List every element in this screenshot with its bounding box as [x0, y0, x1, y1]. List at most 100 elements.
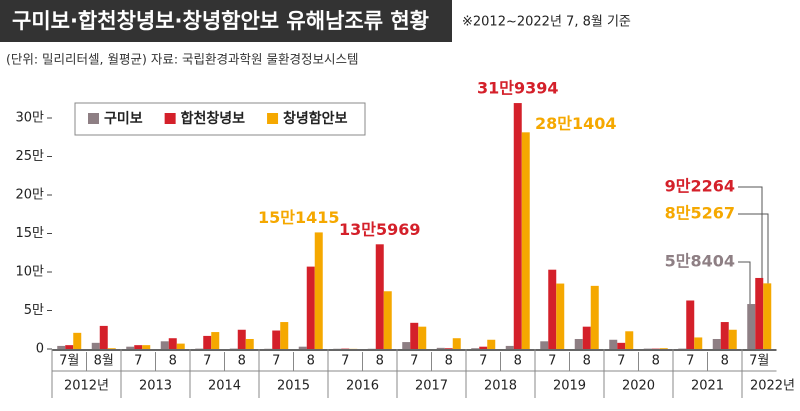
- x-tick-label: 7월: [749, 354, 769, 369]
- bar: [126, 346, 135, 349]
- x-tick-label: 7: [203, 354, 211, 369]
- y-tick-label: 0: [36, 342, 44, 357]
- bar: [314, 232, 323, 349]
- bar: [107, 348, 116, 349]
- value-label: 13만5969: [339, 220, 421, 239]
- x-tick-label: 7: [479, 354, 487, 369]
- bar: [444, 348, 453, 349]
- year-label: 2017: [415, 379, 448, 394]
- year-label: 2019: [553, 379, 586, 394]
- x-tick-label: 8: [238, 354, 246, 369]
- x-tick-label: 8: [376, 354, 384, 369]
- bar: [272, 330, 281, 349]
- legend-swatch: [88, 113, 99, 124]
- bar: [728, 329, 737, 349]
- legend-label: 창녕함안보: [283, 110, 348, 127]
- bar: [747, 304, 756, 349]
- bar: [521, 132, 530, 349]
- x-tick-label: 8: [307, 354, 315, 369]
- legend-label: 합천창녕보: [181, 110, 246, 127]
- legend-swatch: [267, 113, 279, 124]
- bar: [91, 342, 100, 349]
- y-tick-label: 10만: [15, 265, 44, 280]
- bar: [280, 322, 289, 349]
- leader-line: [738, 213, 769, 284]
- y-tick-label: 20만: [15, 188, 44, 203]
- bar: [306, 266, 315, 349]
- value-label: 8만5267: [665, 204, 735, 223]
- x-tick-label: 8: [583, 354, 591, 369]
- bar: [142, 345, 151, 349]
- bar: [548, 269, 557, 349]
- value-label: 15만1415: [258, 208, 340, 227]
- bar: [436, 347, 445, 349]
- bar: [505, 345, 514, 349]
- year-label: 2021: [691, 379, 724, 394]
- source-note: (단위: 밀리리터셀, 월평균) 자료: 국립환경과학원 물환경정보시스템: [6, 52, 359, 67]
- bar: [574, 338, 583, 349]
- legend-swatch: [164, 113, 176, 124]
- year-label: 2013: [139, 379, 172, 394]
- legend-label: 구미보: [104, 111, 143, 127]
- bar: [540, 341, 549, 349]
- value-label: 28만1404: [535, 114, 617, 133]
- bar: [659, 348, 668, 349]
- bar: [590, 285, 599, 349]
- x-tick-label: 7: [686, 354, 694, 369]
- y-tick-label: 30만: [15, 111, 44, 126]
- x-tick-label: 8월: [94, 354, 114, 369]
- bar: [383, 291, 392, 349]
- x-tick-label: 8: [169, 354, 177, 369]
- bar: [237, 329, 246, 349]
- bar: [694, 337, 703, 349]
- year-label: 2016: [346, 379, 379, 394]
- year-label: 2015: [277, 379, 310, 394]
- bar: [471, 348, 480, 349]
- bar: [203, 335, 212, 349]
- bar: [99, 325, 108, 349]
- bar: [168, 338, 177, 349]
- year-label: 2022년: [750, 379, 795, 394]
- bar: [617, 342, 626, 349]
- x-tick-label: 7: [548, 354, 556, 369]
- bar: [763, 283, 772, 349]
- bar: [73, 332, 82, 349]
- bar: [57, 345, 66, 349]
- bar: [479, 346, 488, 349]
- chart-title: 구미보·합천창녕보·창녕함안보 유해남조류 현황: [12, 9, 429, 33]
- bar: [65, 345, 74, 349]
- value-label: 31만9394: [477, 79, 559, 98]
- y-tick-label: 5만: [24, 303, 44, 318]
- bar: [176, 343, 185, 349]
- bar: [402, 342, 411, 349]
- bar: [211, 332, 220, 349]
- x-tick-label: 7: [617, 354, 625, 369]
- bar: [720, 322, 729, 349]
- bar: [556, 283, 565, 349]
- leader-line: [738, 186, 763, 278]
- x-tick-label: 8: [514, 354, 522, 369]
- bar: [625, 331, 634, 349]
- bar: [609, 339, 618, 349]
- bar: [160, 341, 169, 349]
- bar: [298, 346, 307, 349]
- bar: [410, 322, 419, 349]
- bar: [245, 338, 254, 349]
- bar: [418, 326, 427, 349]
- value-label: 9만2264: [665, 177, 735, 196]
- legend-box: [74, 102, 366, 136]
- x-tick-label: 8: [445, 354, 453, 369]
- subtitle: ※2012~2022년 7, 8월 기준: [462, 15, 631, 30]
- x-tick-label: 8: [721, 354, 729, 369]
- bar: [712, 338, 721, 349]
- year-label: 2014: [208, 379, 241, 394]
- year-label: 2020: [622, 379, 655, 394]
- bar: [686, 300, 695, 349]
- bar: [487, 339, 496, 349]
- bar: [134, 345, 143, 349]
- bar: [452, 338, 461, 349]
- bar: [513, 103, 522, 349]
- y-tick-label: 15만: [15, 226, 44, 241]
- x-tick-label: 7월: [59, 354, 79, 369]
